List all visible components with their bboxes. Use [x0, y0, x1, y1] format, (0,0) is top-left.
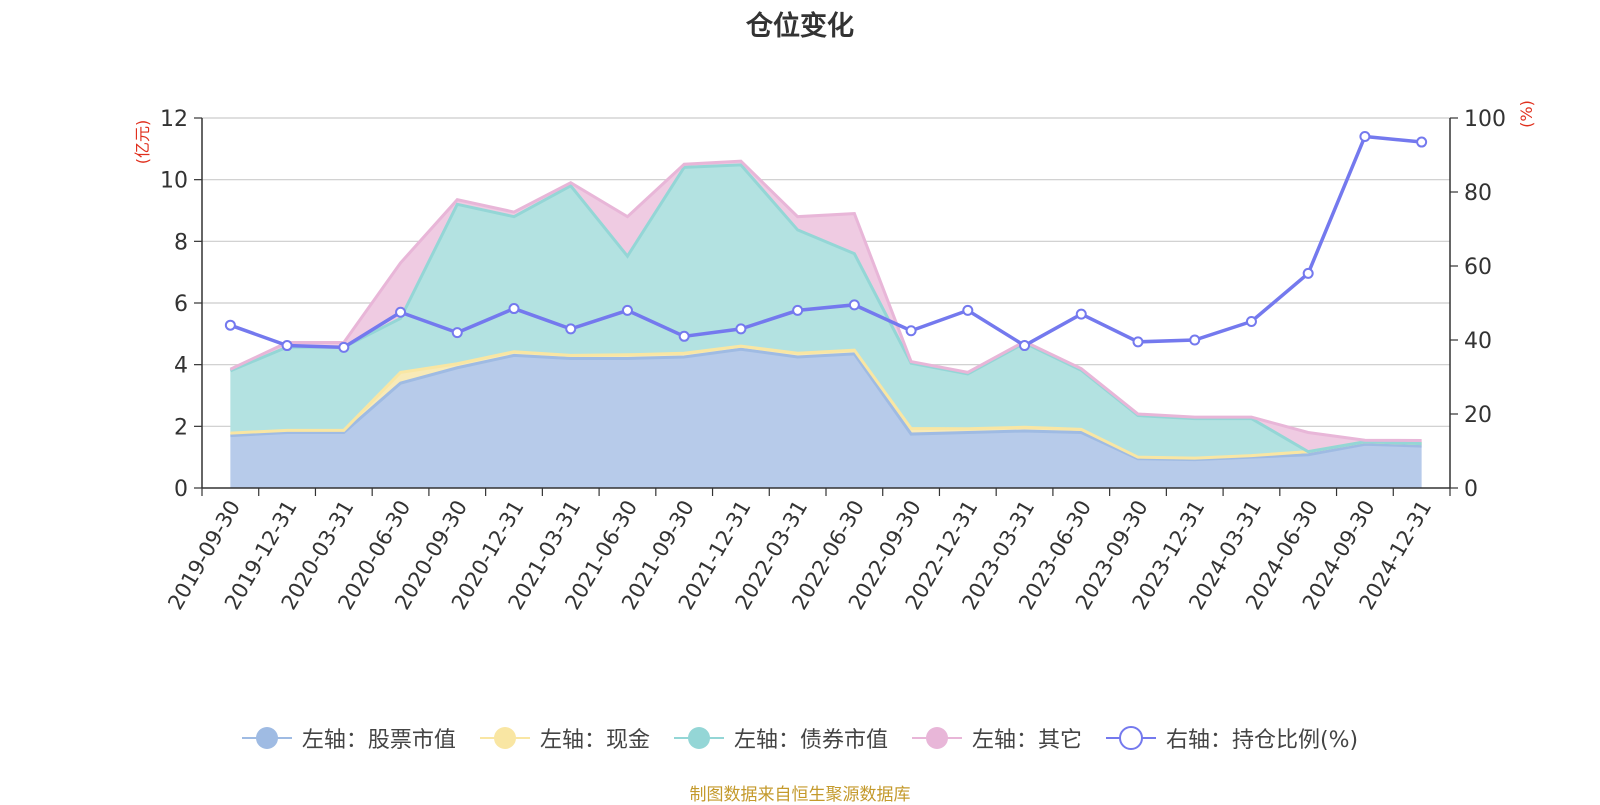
- line-point: [1245, 316, 1257, 327]
- right-tick-label: 20: [1464, 403, 1492, 428]
- line-series-holding-ratio: [229, 134, 1422, 350]
- legend-label: 左轴：其它: [971, 728, 1082, 753]
- legend-label: 左轴：股票市值: [301, 728, 456, 753]
- line-point: [338, 341, 350, 353]
- line-point: [678, 330, 690, 342]
- legend-swatch-icon: [1105, 726, 1156, 750]
- left-tick-label: 12: [160, 107, 188, 132]
- area-series-0-line: [230, 347, 1422, 462]
- right-tick-label: 0: [1464, 477, 1478, 502]
- area-series-2: [230, 164, 1422, 459]
- legend-swatch-icon: [673, 727, 724, 749]
- line-point: [1359, 131, 1371, 142]
- line-point: [1019, 340, 1031, 352]
- line-point: [905, 325, 917, 337]
- line-point: [621, 304, 633, 316]
- line-point: [735, 323, 747, 335]
- line-point: [508, 303, 520, 315]
- legend-item-4[interactable]: 右轴：持仓比例(%): [1105, 722, 1359, 754]
- line-point: [565, 323, 577, 335]
- left-tick-label: 0: [174, 477, 188, 502]
- line-point: [1075, 308, 1087, 320]
- line-point: [224, 319, 236, 331]
- line-point: [1132, 336, 1144, 348]
- left-tick-label: 6: [174, 292, 188, 317]
- line-point: [451, 327, 463, 339]
- left-tick-label: 8: [174, 230, 188, 255]
- line-point: [792, 304, 804, 316]
- right-tick-label: 40: [1464, 329, 1492, 354]
- left-tick-label: 10: [160, 169, 188, 194]
- legend-label: 右轴：持仓比例(%): [1165, 728, 1359, 753]
- line-point: [1189, 334, 1201, 346]
- legend-item-3[interactable]: 左轴：其它: [911, 722, 1082, 754]
- left-axis-label: (亿元): [133, 120, 152, 165]
- right-tick-label: 80: [1464, 181, 1492, 206]
- line-point: [281, 340, 293, 352]
- legend-swatch-icon: [911, 727, 962, 749]
- right-tick-label: 60: [1464, 255, 1492, 280]
- legend-label: 左轴：债券市值: [733, 728, 888, 753]
- right-tick-label: 100: [1464, 107, 1506, 132]
- line-point: [848, 299, 860, 311]
- line-point: [395, 306, 407, 318]
- area-series-2-line: [229, 163, 1422, 454]
- chart-legend: 左轴：股票市值 左轴：现金 左轴：债券市值 左轴：其它 右轴：持仓比例(%): [0, 722, 1600, 754]
- legend-label: 左轴：现金: [539, 728, 650, 753]
- legend-item-0[interactable]: 左轴：股票市值: [241, 722, 456, 754]
- line-point: [1302, 267, 1314, 279]
- area-series-3-line: [229, 159, 1422, 443]
- right-axis-label: (%): [1517, 100, 1536, 128]
- area-series-1-line: [230, 344, 1422, 460]
- legend-swatch-icon: [479, 727, 530, 749]
- left-tick-label: 2: [174, 415, 188, 440]
- line-point: [1416, 136, 1428, 148]
- line-point: [962, 304, 974, 316]
- left-tick-label: 4: [174, 354, 188, 379]
- area-series-3: [230, 161, 1422, 452]
- legend-item-1[interactable]: 左轴：现金: [479, 722, 650, 754]
- chart-title: 仓位变化: [746, 11, 854, 42]
- legend-item-2[interactable]: 左轴：债券市值: [673, 722, 888, 754]
- legend-swatch-icon: [241, 727, 292, 749]
- source-note: 制图数据来自恒生聚源数据库: [689, 785, 911, 805]
